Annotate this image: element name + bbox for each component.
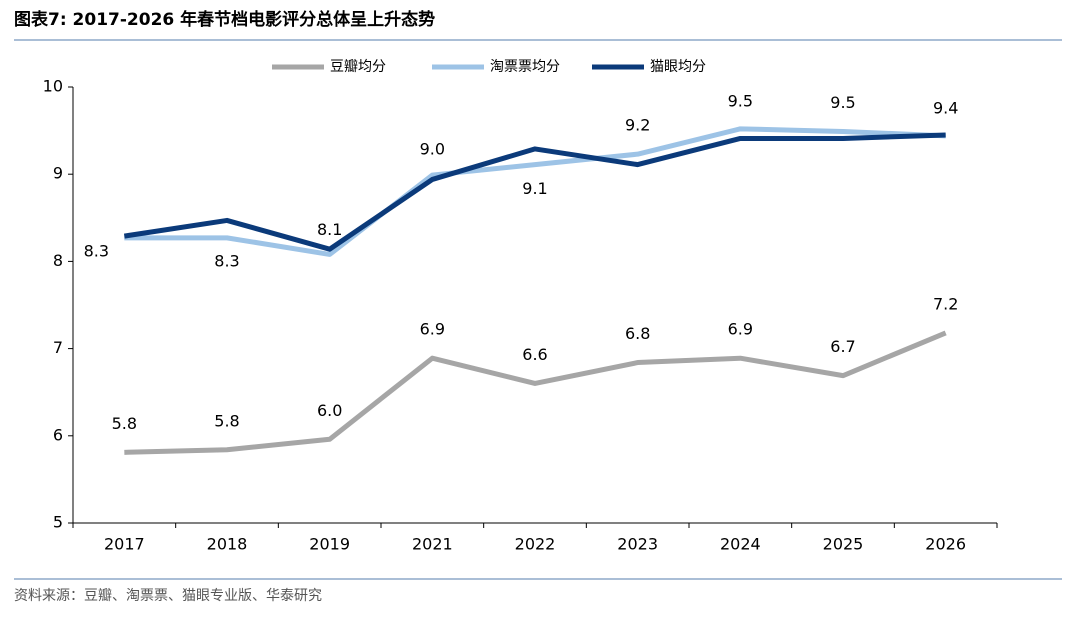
data-label: 7.2 (933, 294, 958, 313)
y-tick-label: 5 (53, 513, 63, 532)
y-tick-label: 6 (53, 425, 63, 444)
y-tick-label: 9 (53, 164, 63, 183)
data-label: 6.8 (625, 324, 650, 343)
data-label: 9.2 (625, 116, 650, 135)
legend-label: 淘票票均分 (490, 59, 560, 75)
data-label: 9.0 (420, 140, 445, 159)
data-label: 5.8 (112, 414, 137, 433)
x-tick-label: 2019 (309, 535, 350, 554)
x-tick-label: 2024 (720, 535, 761, 554)
x-tick-label: 2025 (823, 535, 864, 554)
x-tick-label: 2021 (412, 535, 453, 554)
x-tick-label: 2026 (925, 535, 966, 554)
x-tick-label: 2022 (515, 535, 556, 554)
data-label: 8.1 (317, 220, 342, 239)
x-tick-label: 2018 (207, 535, 248, 554)
series-line (123, 132, 946, 252)
data-label: 6.9 (728, 320, 753, 339)
chart-title: 图表7: 2017-2026 年春节档电影评分总体呈上升态势 (14, 9, 435, 30)
y-tick-label: 10 (43, 77, 63, 96)
legend-label: 猫眼均分 (650, 59, 706, 75)
data-label: 6.0 (317, 401, 342, 420)
y-tick-label: 7 (53, 338, 63, 357)
data-label: 8.3 (84, 241, 109, 260)
y-tick-label: 8 (53, 251, 63, 270)
data-label: 6.9 (420, 320, 445, 339)
data-label: 9.4 (933, 98, 958, 117)
data-label: 5.8 (214, 411, 239, 430)
data-label: 6.7 (830, 337, 855, 356)
data-label: 9.5 (728, 91, 753, 110)
data-label: 8.3 (214, 251, 239, 270)
legend-label: 豆瓣均分 (330, 59, 386, 75)
source-note: 资料来源：豆瓣、淘票票、猫眼专业版、华泰研究 (14, 588, 322, 604)
x-tick-label: 2023 (617, 535, 658, 554)
data-label: 9.1 (522, 179, 547, 198)
x-tick-label: 2017 (104, 535, 145, 554)
data-label: 9.5 (830, 93, 855, 112)
series-line (124, 330, 947, 455)
data-label: 6.6 (522, 345, 547, 364)
series-line (124, 126, 946, 257)
